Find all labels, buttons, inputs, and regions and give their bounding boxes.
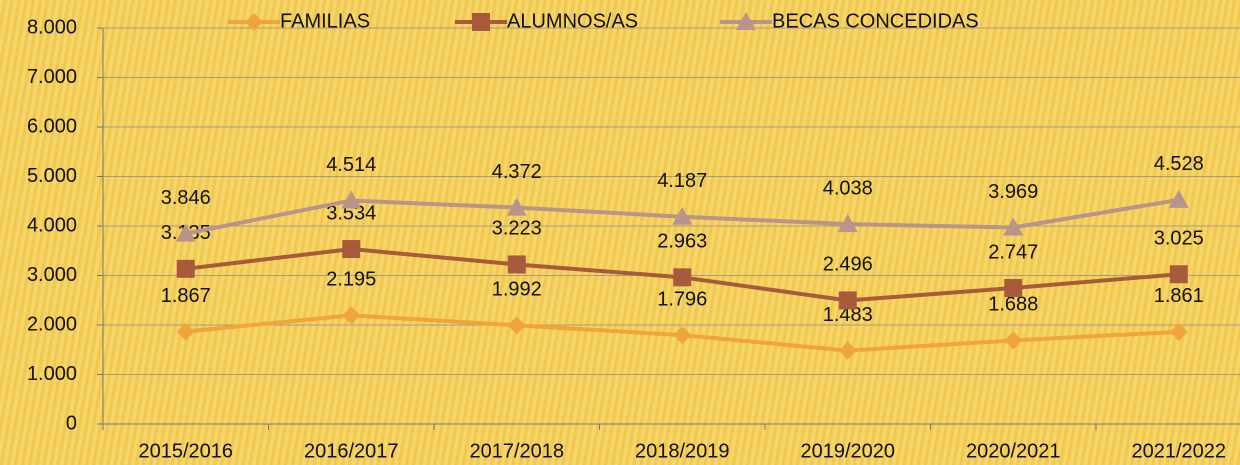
data-label: 4.514 xyxy=(326,154,376,176)
y-tick-label: 0 xyxy=(66,412,77,434)
data-point xyxy=(342,306,361,325)
data-label: 4.038 xyxy=(823,177,873,199)
x-tick-label: 2015/2016 xyxy=(138,440,233,462)
legend-marker xyxy=(472,13,490,31)
data-point xyxy=(342,240,361,259)
x-tick-label: 2021/2022 xyxy=(1131,440,1226,462)
data-label: 1.796 xyxy=(657,288,707,310)
x-tick-label: 2018/2019 xyxy=(635,440,730,462)
data-point xyxy=(673,268,692,287)
data-label: 3.025 xyxy=(1154,228,1204,250)
data-label: 3.969 xyxy=(988,181,1038,203)
x-tick-label: 2016/2017 xyxy=(304,440,399,462)
data-point xyxy=(175,223,196,242)
data-label: 2.195 xyxy=(326,269,376,291)
x-tick-label: 2020/2021 xyxy=(966,440,1061,462)
data-point xyxy=(673,326,692,345)
x-tick-label: 2017/2018 xyxy=(469,440,564,462)
data-label: 3.534 xyxy=(326,202,376,224)
legend-label: ALUMNOS/AS xyxy=(507,10,638,32)
data-label: 1.688 xyxy=(988,294,1038,316)
data-point xyxy=(838,341,857,360)
data-point xyxy=(1003,217,1024,236)
y-tick-label: 3.000 xyxy=(27,264,77,286)
y-tick-label: 6.000 xyxy=(27,115,77,137)
data-label: 1.992 xyxy=(492,279,542,301)
data-point xyxy=(837,214,858,233)
legend-label: BECAS CONCEDIDAS xyxy=(772,10,979,32)
data-point xyxy=(507,316,526,335)
data-label: 1.867 xyxy=(161,285,211,307)
data-point xyxy=(176,322,195,341)
data-point xyxy=(1004,279,1023,298)
data-point xyxy=(1169,322,1188,341)
data-label: 1.861 xyxy=(1154,285,1204,307)
data-point xyxy=(672,206,693,225)
data-label: 3.223 xyxy=(492,218,542,240)
data-label: 4.528 xyxy=(1154,153,1204,175)
data-label: 1.483 xyxy=(823,304,873,326)
legend-marker xyxy=(736,12,756,30)
data-point xyxy=(1169,265,1188,284)
y-tick-label: 4.000 xyxy=(27,214,77,236)
data-point xyxy=(176,259,195,278)
legend-label: FAMILIAS xyxy=(280,10,370,32)
y-tick-label: 2.000 xyxy=(27,313,77,335)
y-tick-label: 8.000 xyxy=(27,16,77,38)
data-label: 3.846 xyxy=(161,187,211,209)
data-point xyxy=(506,197,527,216)
y-tick-label: 7.000 xyxy=(27,66,77,88)
data-point xyxy=(1004,331,1023,350)
data-point xyxy=(838,291,857,310)
data-point xyxy=(1168,189,1189,208)
y-tick-label: 1.000 xyxy=(27,363,77,385)
data-point xyxy=(507,255,526,274)
legend-marker xyxy=(245,13,263,31)
data-label: 2.963 xyxy=(657,231,707,253)
y-tick-label: 5.000 xyxy=(27,165,77,187)
data-label: 2.496 xyxy=(823,254,873,276)
data-label: 4.187 xyxy=(657,170,707,192)
data-label: 2.747 xyxy=(988,241,1038,263)
data-point xyxy=(341,190,362,209)
x-tick-label: 2019/2020 xyxy=(800,440,895,462)
data-label: 4.372 xyxy=(492,161,542,183)
